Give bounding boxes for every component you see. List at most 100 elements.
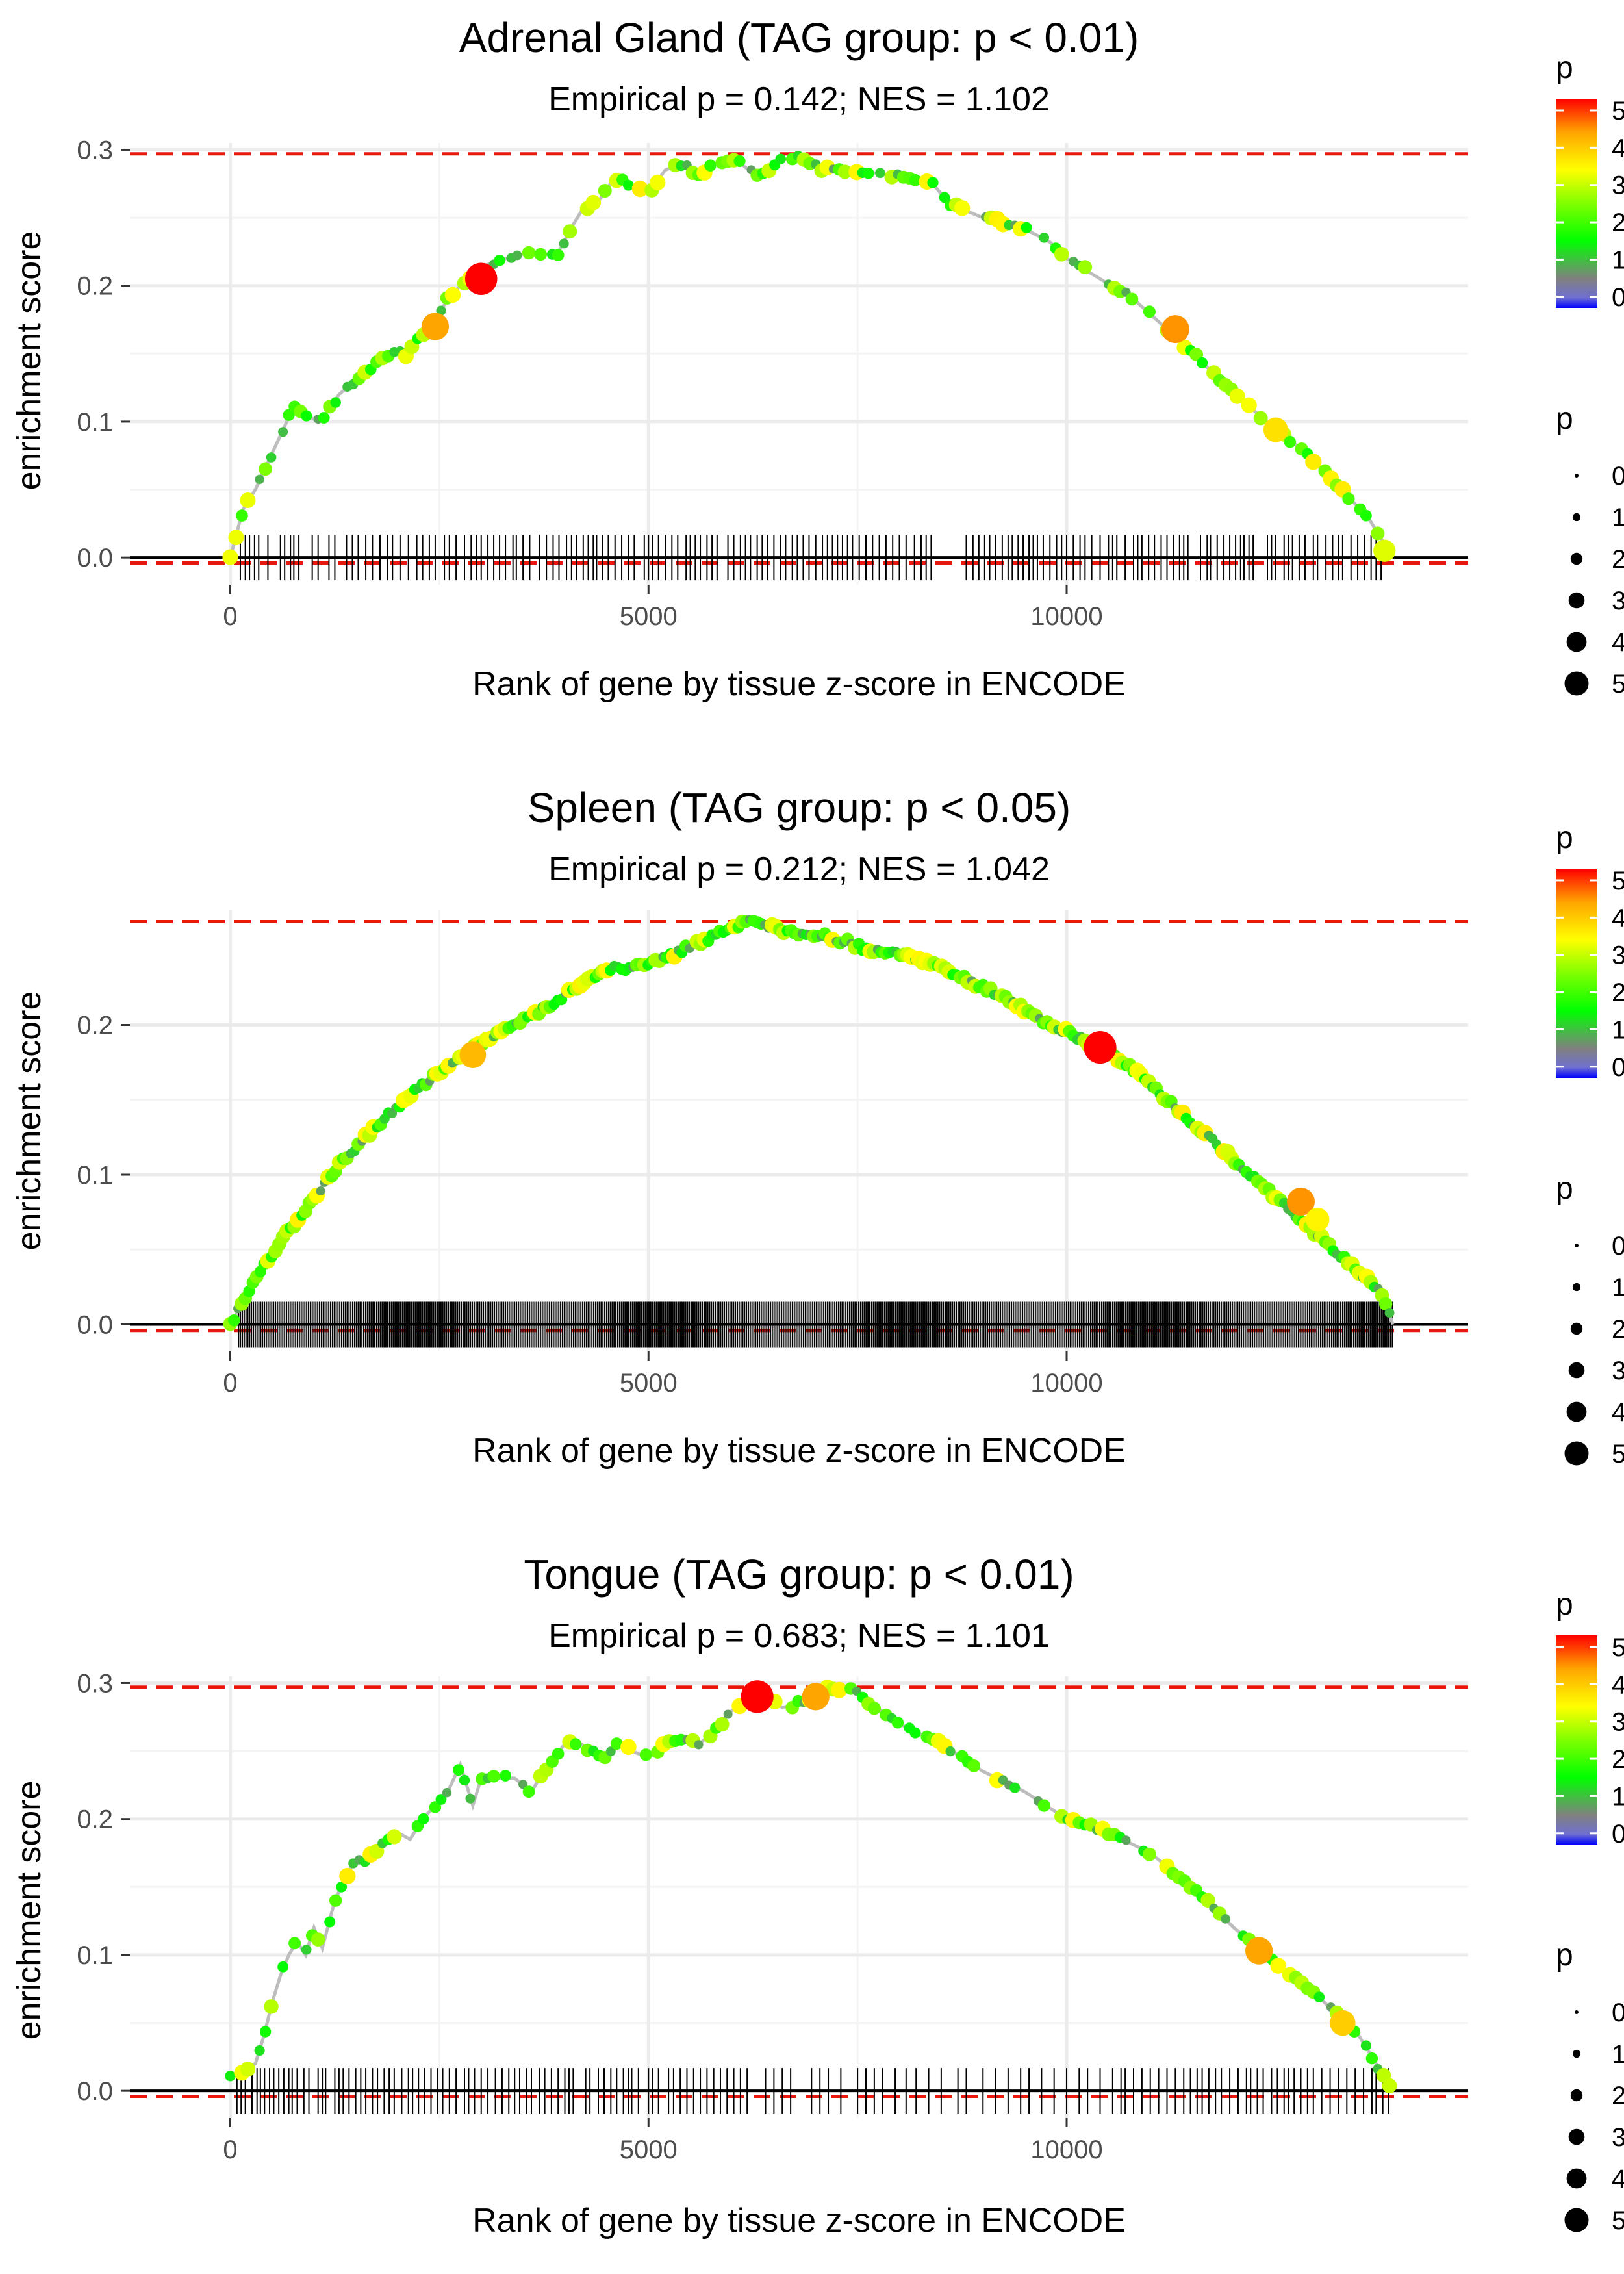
highlight-point [1330, 2010, 1356, 2036]
x-axis-label: Rank of gene by tissue z-score in ENCODE [472, 1432, 1126, 1470]
legend-group-1: p 5 4 3 2 1 0 p 0 1 2 3 4 5 [1556, 51, 1624, 698]
gene-point [694, 1740, 704, 1750]
x-tick-label: 10000 [1030, 1369, 1102, 1398]
color-scale-label: 4 [1612, 904, 1624, 932]
es-curve [229, 1685, 1395, 2092]
plot-area: 0.0 0.1 0.2 0.3 0 5000 10000 [77, 1669, 1468, 2164]
gene-point [387, 1829, 402, 1845]
gene-point [222, 549, 238, 565]
gene-point [650, 174, 666, 190]
size-legend-label: 1 [1612, 2040, 1624, 2069]
gene-point [435, 1794, 447, 1805]
y-tick-label: 0.1 [77, 408, 113, 437]
gene-point [863, 168, 874, 179]
color-scale-label: 3 [1612, 1708, 1624, 1737]
size-legend-title: p [1556, 1171, 1573, 1206]
highlight-point [1161, 315, 1189, 344]
panel-tongue: Tongue (TAG group: p < 0.01) Empirical p… [10, 1551, 1468, 2240]
gene-point [1125, 292, 1139, 306]
gene-point [324, 1916, 336, 1928]
gene-point [465, 1793, 476, 1804]
x-tick-label: 0 [223, 2136, 237, 2164]
gene-point [639, 1748, 653, 1761]
size-legend-label: 4 [1612, 1398, 1624, 1427]
gene-point [1229, 388, 1245, 404]
gene-point [494, 255, 505, 266]
size-legend-dot [1564, 1441, 1589, 1466]
gene-point [559, 238, 569, 249]
gene-point [909, 174, 922, 186]
gene-point [723, 1709, 733, 1719]
gene-point [1021, 222, 1032, 233]
size-legend-label: 3 [1612, 1357, 1624, 1385]
x-tick-label: 10000 [1030, 602, 1102, 631]
gene-point [620, 1739, 637, 1756]
x-tick-label: 0 [223, 602, 237, 631]
color-legend-title: p [1556, 51, 1573, 85]
gene-point [927, 177, 939, 188]
gene-point [631, 180, 649, 198]
size-legend-dot [1568, 1362, 1585, 1379]
panel-adrenal-gland: Adrenal Gland (TAG group: p < 0.01) Empi… [10, 14, 1468, 703]
gene-point [563, 224, 577, 239]
size-legend-dot [1564, 671, 1589, 696]
es-curve [229, 919, 1395, 1325]
gene-point [831, 1681, 848, 1698]
gene-point [775, 153, 786, 164]
gene-point [240, 492, 256, 508]
gene-point [1360, 509, 1372, 522]
gene-point [1189, 348, 1203, 361]
plot-area: 0.0 0.1 0.2 0 5000 10000 [77, 910, 1468, 1398]
size-legend-label: 1 [1612, 1273, 1624, 1302]
size-legend-dot [1575, 474, 1579, 478]
gene-point [1009, 1782, 1021, 1793]
gene-point [1078, 260, 1093, 275]
chart-title: Tongue (TAG group: p < 0.01) [524, 1551, 1074, 1598]
size-legend-label: 5 [1612, 1440, 1624, 1468]
gene-point [228, 530, 244, 546]
size-legend-dot [1566, 2168, 1587, 2189]
y-tick-label: 0.3 [77, 1669, 113, 1698]
gene-point [329, 1894, 342, 1907]
color-scale-label: 0 [1612, 1820, 1624, 1848]
gene-point [311, 1932, 325, 1947]
highlight-point [1373, 539, 1396, 562]
color-scale-label: 1 [1612, 1782, 1624, 1811]
gene-point [301, 410, 312, 422]
gene-point [453, 1764, 464, 1776]
gene-point [954, 200, 971, 216]
gene-point [610, 1737, 623, 1750]
color-legend-title: p [1556, 821, 1573, 855]
size-legend-title: p [1556, 402, 1573, 436]
gene-point [436, 305, 446, 316]
size-legend-dot [1568, 2128, 1585, 2145]
gene-point [288, 1937, 301, 1950]
gene-point [236, 509, 248, 522]
highlight-point [465, 262, 498, 295]
gene-point [264, 1999, 279, 2014]
gene-point [512, 250, 522, 261]
gene-point [623, 179, 634, 191]
color-scale-label: 2 [1612, 209, 1624, 237]
x-axis-label: Rank of gene by tissue z-score in ENCODE [472, 665, 1126, 703]
gene-point [318, 412, 330, 424]
gene-point [330, 397, 341, 408]
gene-point [939, 192, 950, 203]
gene-point [909, 1727, 921, 1739]
gene-point [518, 1780, 528, 1789]
gene-point [1305, 454, 1322, 470]
size-legend-dot [1575, 1244, 1579, 1247]
gene-point [1054, 247, 1069, 262]
highlight-point [1245, 1937, 1273, 1965]
color-scale-bar [1556, 869, 1597, 1078]
size-legend-dot [1572, 2049, 1581, 2058]
chart-subtitle: Empirical p = 0.212; NES = 1.042 [548, 850, 1050, 888]
color-scale-label: 2 [1612, 1745, 1624, 1774]
gene-point [569, 1738, 582, 1750]
size-legend-dot [1572, 1283, 1581, 1292]
highlight-point [459, 1041, 487, 1068]
gene-point [1143, 1847, 1156, 1861]
gene-point [733, 155, 746, 168]
y-tick-label: 0.0 [77, 544, 113, 572]
